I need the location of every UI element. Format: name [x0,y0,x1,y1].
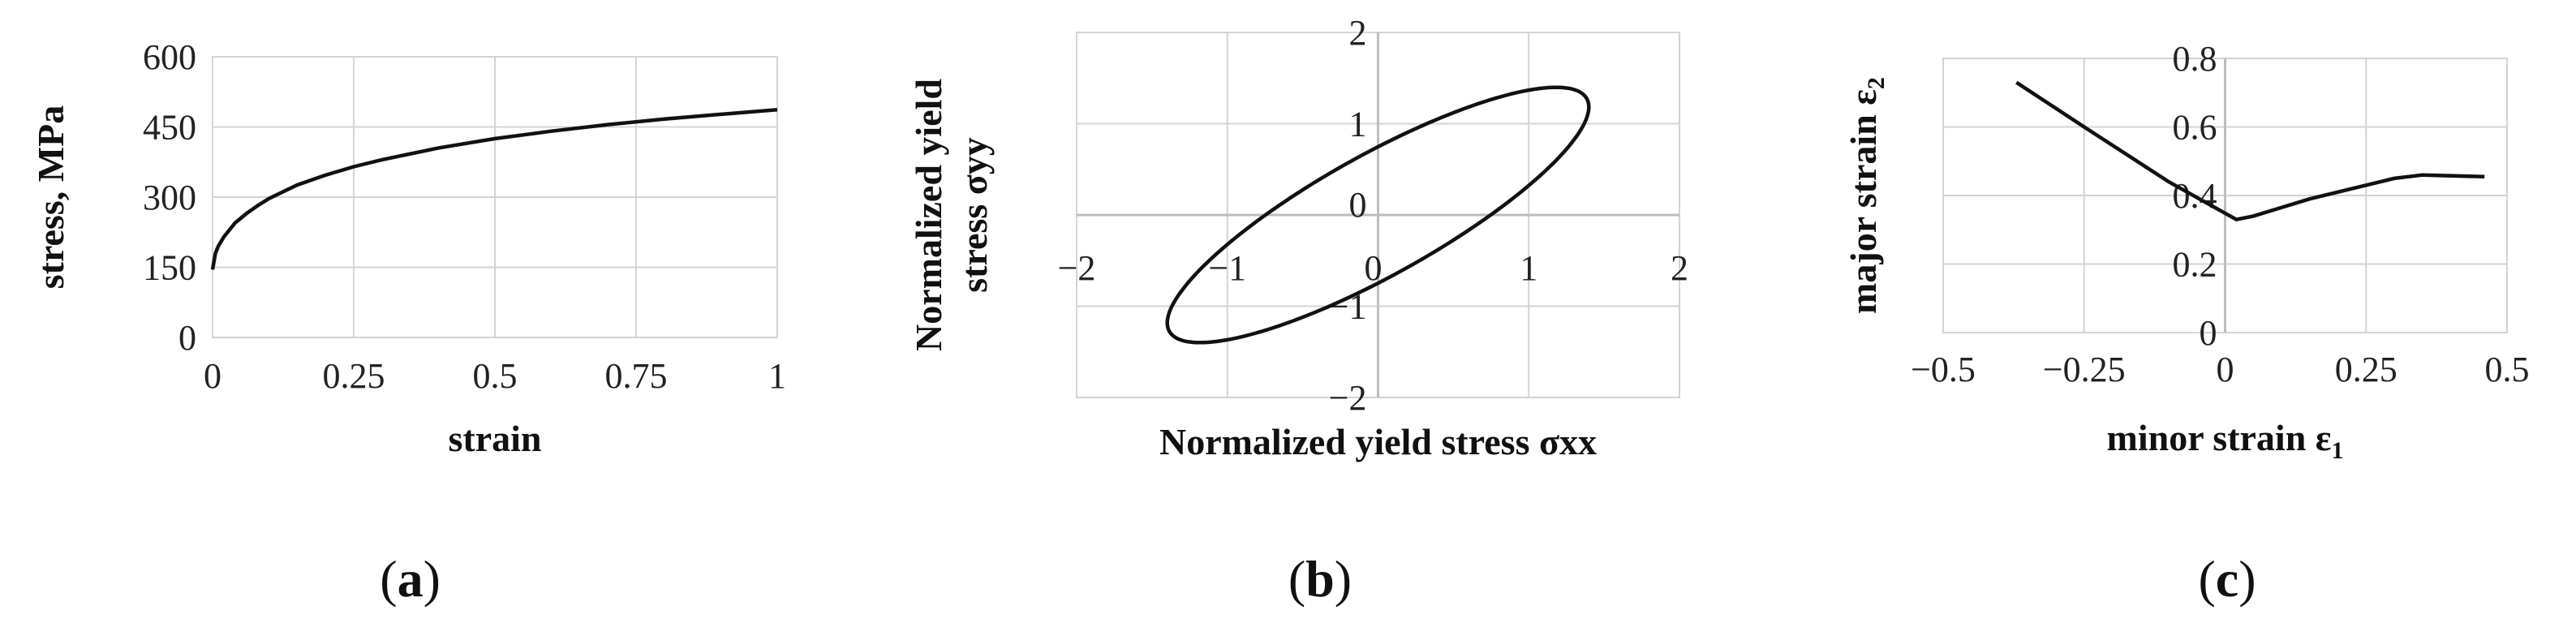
y-tick-label: 0.8 [2173,39,2217,79]
y-tick-label: 0 [1349,185,1367,225]
stress-strain-curve [210,107,778,270]
x-tick-label: 0 [2217,350,2234,389]
x-tick-label: 1 [1520,248,1537,288]
y-tick-label: 150 [143,248,196,288]
x-tick-label: −0.25 [2043,350,2126,389]
x-tick-label: 0.5 [2485,350,2530,389]
y-axis-label: stress, MPa [30,105,71,290]
x-tick-label: 0.75 [605,356,668,396]
y-tick-label: 0.6 [2173,108,2217,148]
chart-a: 0 0.25 0.5 0.75 1 0 150 300 450 600 strain stress, … [30,37,786,608]
y-tick-label: 0.2 [2173,245,2217,285]
x-tick-label: −0.5 [1911,350,1976,389]
y-tick-label: −2 [1329,378,1367,418]
y-axis-label: major strain ε2 [1843,77,1890,314]
y-tick-label: 1 [1349,105,1367,144]
x-axis-label: Normalized yield stress σxx [1159,421,1597,462]
y-axis-label: Normalized yield stress σyy [908,79,995,351]
forming-limit-curve [2015,80,2485,221]
y-tick-label: 300 [143,178,196,217]
x-tick-label: 0.5 [473,356,518,396]
x-tick-label: 1 [768,356,786,396]
panel-label-b: (b) [1288,550,1352,608]
x-tick-label: 0 [204,356,221,396]
x-tick-label: 0.25 [2335,350,2398,389]
x-axis-label: strain [449,418,542,459]
x-axis-label: minor strain ε1 [2107,417,2344,464]
y-tick-label: 0 [2200,313,2217,353]
x-tick-label: −2 [1058,248,1096,288]
y-tick-label: 2 [1349,13,1367,53]
panel-label-a: (a) [380,550,441,608]
y-tick-label: 600 [143,37,196,77]
x-tick-label: 0 [1365,248,1383,288]
x-tick-label: 2 [1671,248,1688,288]
panel-label-c: (c) [2198,550,2256,608]
y-tick-label: 450 [143,108,196,148]
x-tick-label: 0.25 [323,356,385,396]
yield-locus-ellipse [1165,85,1591,345]
y-tick-label: 0 [178,318,196,358]
